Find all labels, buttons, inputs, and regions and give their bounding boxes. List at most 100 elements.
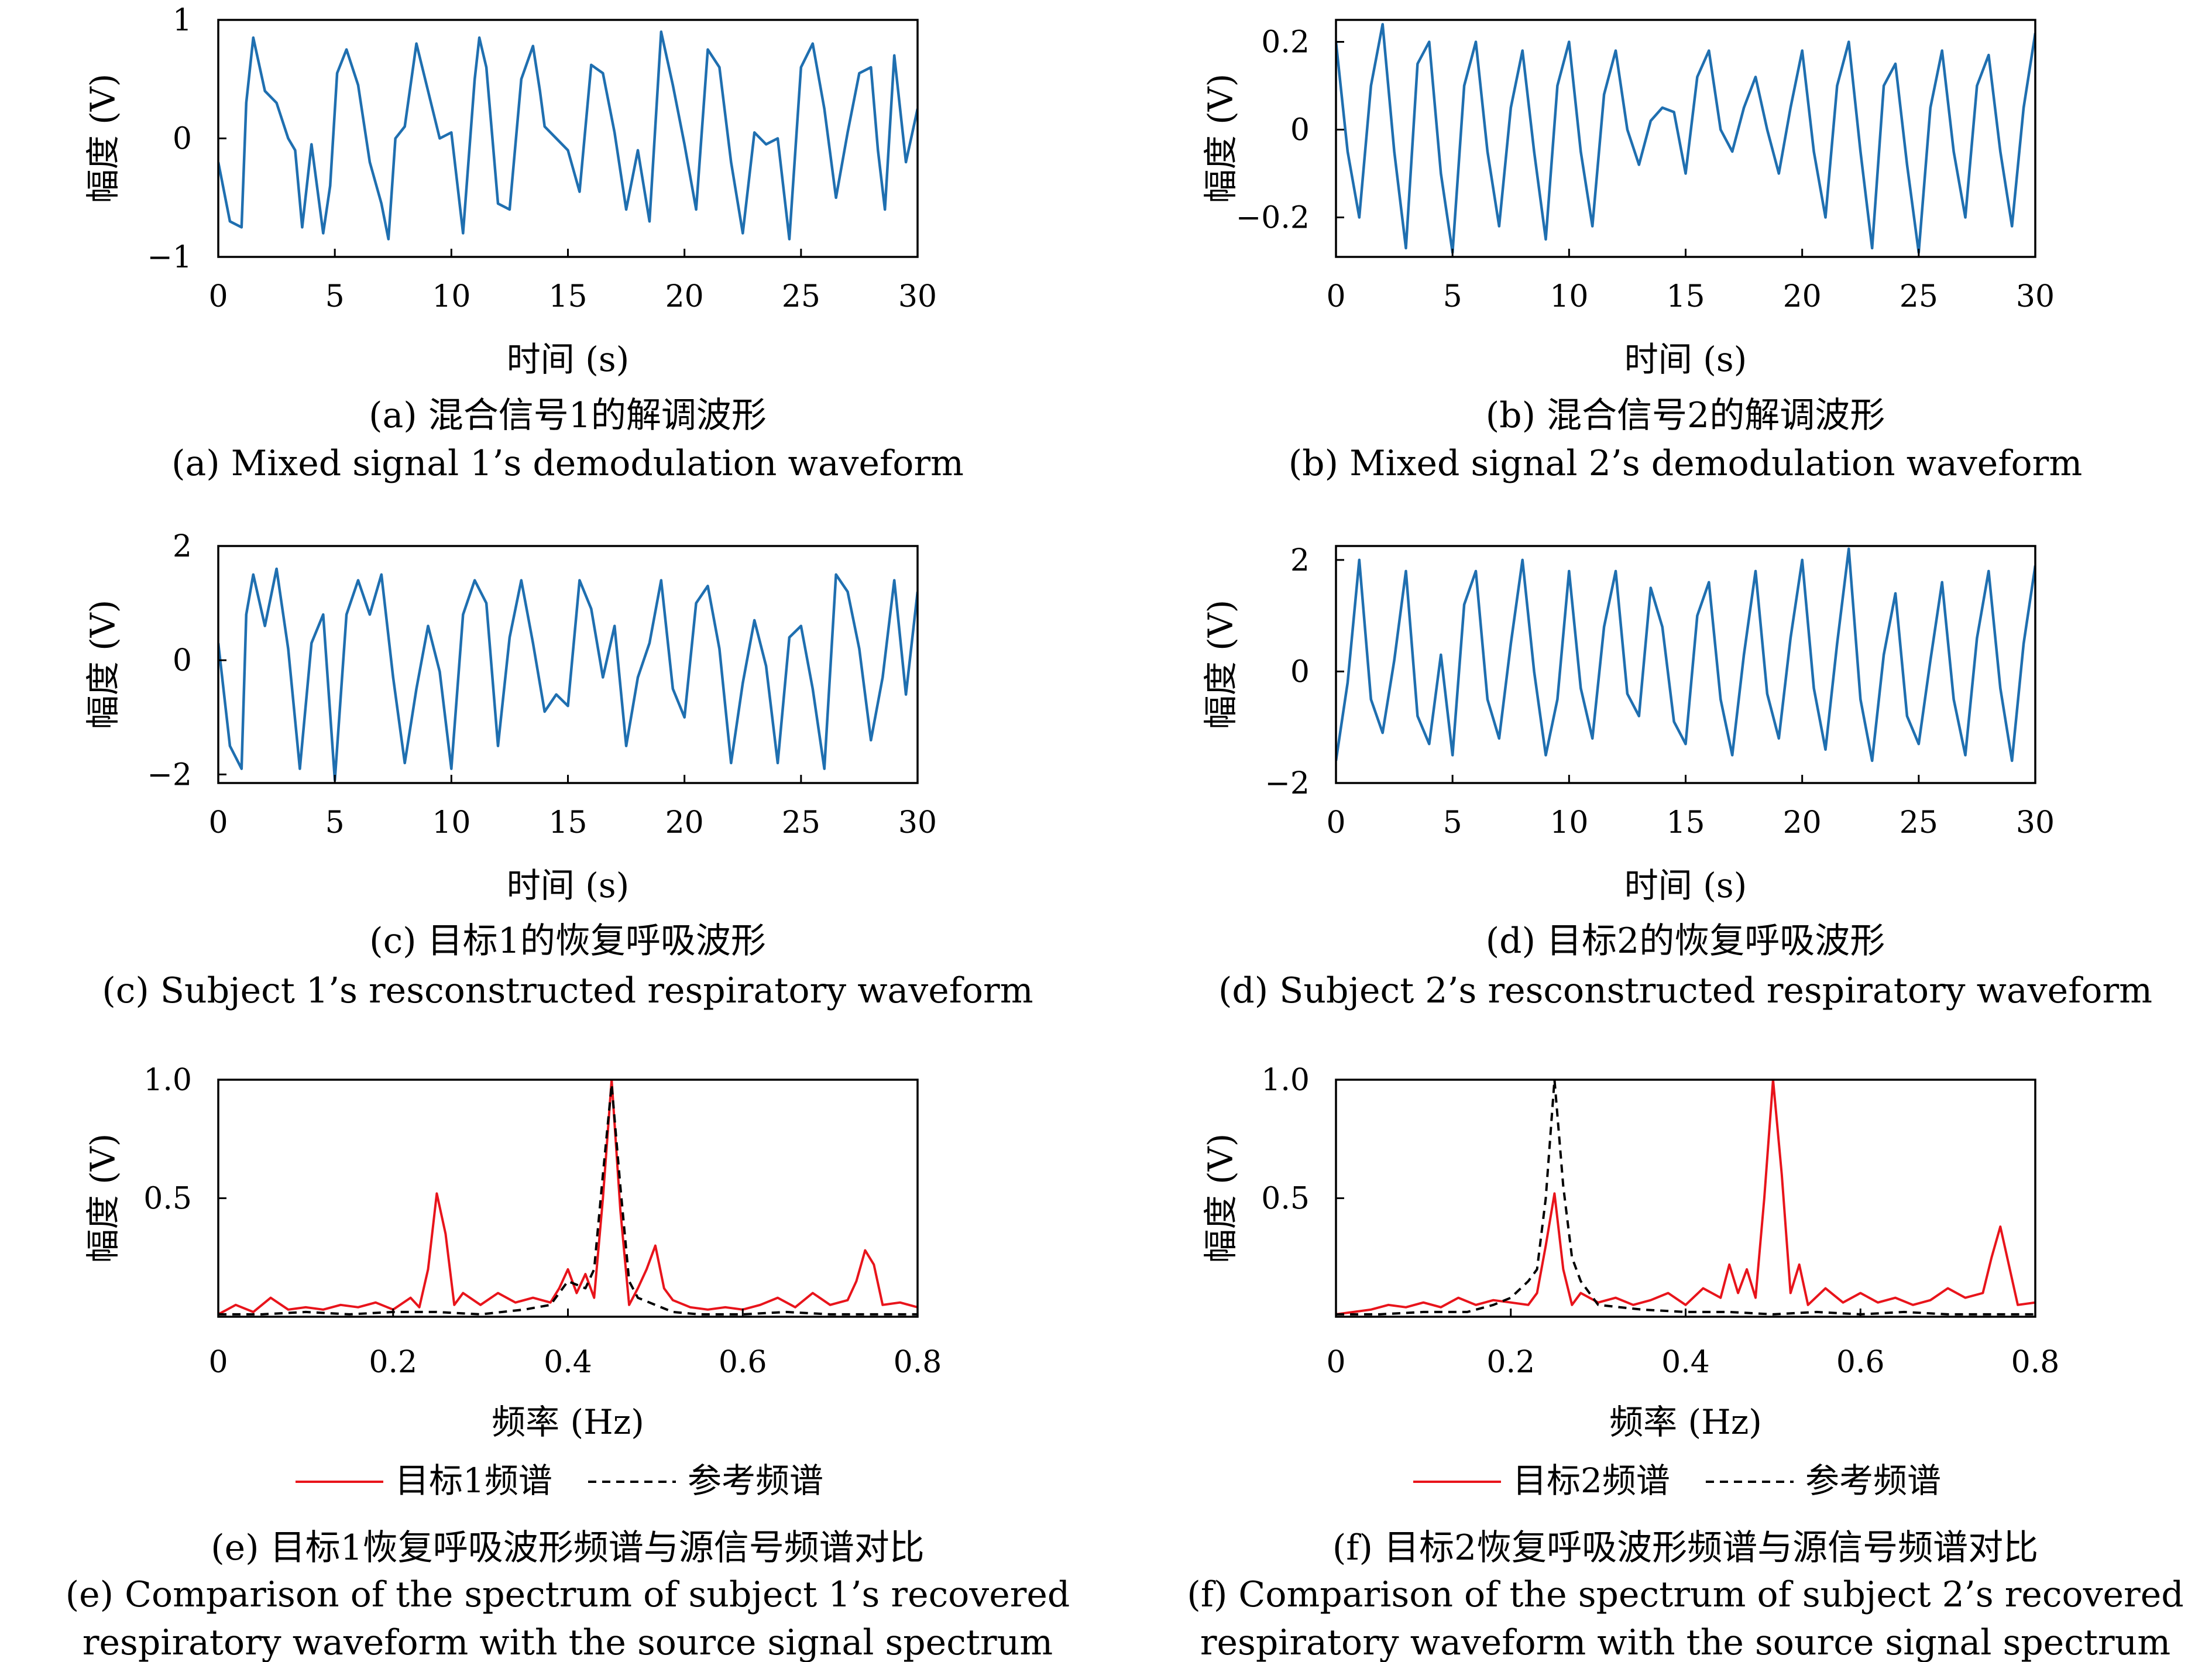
y-tick-label-b-2: 0.2 xyxy=(1261,25,1310,60)
y-axis-label-a: 幅度 (V) xyxy=(83,74,123,204)
x-tick-label-c-1: 5 xyxy=(325,805,345,840)
series-line-a-0 xyxy=(218,30,918,241)
caption-en-e-1: respiratory waveform with the source sig… xyxy=(83,1622,1053,1662)
plot-frame-a xyxy=(217,19,919,258)
x-tick-label-b-4: 20 xyxy=(1783,279,1822,314)
y-axis-label-b: 幅度 (V) xyxy=(1201,74,1241,204)
x-tick-label-b-1: 5 xyxy=(1443,279,1462,314)
x-tick-label-f-0: 0 xyxy=(1326,1345,1345,1380)
caption-en-c: (c) Subject 1’s resconstructed respirato… xyxy=(102,970,1033,1011)
series-line-d-0 xyxy=(1336,547,2035,763)
caption-en-d: (d) Subject 2’s resconstructed respirato… xyxy=(1218,970,2152,1011)
y-tick-label-f-1: 1.0 xyxy=(1261,1063,1310,1098)
y-tick-label-a-0: −1 xyxy=(147,240,192,275)
legend-label-e-0: 目标1频谱 xyxy=(395,1461,552,1500)
y-tick-label-c-1: 0 xyxy=(173,643,192,678)
y-tick-label-c-0: −2 xyxy=(147,757,192,792)
x-tick-label-c-6: 30 xyxy=(898,805,937,840)
caption-cn-d: (d) 目标2的恢复呼吸波形 xyxy=(1486,921,1885,962)
x-tick-label-a-4: 20 xyxy=(665,279,704,314)
x-tick-label-c-4: 20 xyxy=(665,805,704,840)
panel-e: 0 0.2 0.4 0.6 0.8 0.5 1.0 频率 (Hz) 幅度 (V) 目标1频谱 参考频… xyxy=(66,1063,1070,1662)
caption-cn-e: (e) 目标1恢复呼吸波形频谱与源信号频谱对比 xyxy=(211,1527,925,1568)
caption-en-e-0: (e) Comparison of the spectrum of subjec… xyxy=(66,1574,1070,1615)
x-tick-label-f-2: 0.4 xyxy=(1661,1345,1710,1380)
caption-en-b: (b) Mixed signal 2’s demodulation wavefo… xyxy=(1289,443,2082,484)
plot-frame-b xyxy=(1335,19,2036,258)
panel-c: 0 5 10 15 20 25 30 −2 0 2 时间 (s) 幅度 (V) (c) 目标1的恢复呼吸… xyxy=(83,529,1033,1011)
x-tick-label-f-1: 0.2 xyxy=(1486,1345,1535,1380)
x-tick-label-c-3: 15 xyxy=(548,805,587,840)
y-tick-label-d-1: 0 xyxy=(1290,654,1310,689)
caption-cn-c: (c) 目标1的恢复呼吸波形 xyxy=(369,921,766,962)
x-tick-label-f-3: 0.6 xyxy=(1836,1345,1885,1380)
x-tick-label-b-5: 25 xyxy=(1900,279,1938,314)
x-tick-label-e-3: 0.6 xyxy=(719,1345,767,1380)
series-line-e-0 xyxy=(218,1080,918,1316)
x-tick-label-a-6: 30 xyxy=(898,279,937,314)
x-axis-label-c: 时间 (s) xyxy=(507,866,629,905)
legend-label-f-1: 参考频谱 xyxy=(1805,1461,1941,1500)
y-tick-label-c-2: 2 xyxy=(173,529,192,564)
panel-a: 0 5 10 15 20 25 30 −1 0 1 时间 (s) 幅度 (V) (a) 混合信号1的解调… xyxy=(83,3,964,484)
x-tick-label-d-2: 10 xyxy=(1550,805,1588,840)
series-line-c-0 xyxy=(218,567,918,782)
x-tick-label-b-3: 15 xyxy=(1666,279,1705,314)
panel-d: 0 5 10 15 20 25 30 −2 0 2 时间 (s) 幅度 (V) (d) 目标2的恢复呼吸… xyxy=(1201,543,2152,1011)
x-tick-label-a-5: 25 xyxy=(782,279,820,314)
x-tick-label-b-6: 30 xyxy=(2016,279,2055,314)
x-tick-label-d-6: 30 xyxy=(2016,805,2055,840)
plot-frame-e xyxy=(217,1079,919,1318)
x-tick-label-d-1: 5 xyxy=(1443,805,1462,840)
x-tick-label-e-1: 0.2 xyxy=(369,1345,417,1380)
x-tick-label-a-2: 10 xyxy=(432,279,470,314)
panel-b: 0 5 10 15 20 25 30 −0.2 0 0.2 时间 (s) 幅度 (V) (b) 混合信号… xyxy=(1201,19,2082,484)
series-line-b-0 xyxy=(1336,23,2035,254)
series-line-f-0 xyxy=(1336,1080,2035,1316)
x-tick-label-b-0: 0 xyxy=(1326,279,1345,314)
y-tick-label-d-2: 2 xyxy=(1290,543,1310,578)
y-axis-label-d: 幅度 (V) xyxy=(1201,600,1241,730)
x-tick-label-d-5: 25 xyxy=(1900,805,1938,840)
x-axis-label-d: 时间 (s) xyxy=(1624,866,1747,905)
x-axis-label-f: 频率 (Hz) xyxy=(1609,1402,1762,1442)
x-tick-label-c-0: 0 xyxy=(208,805,228,840)
y-tick-label-a-1: 0 xyxy=(173,122,192,157)
x-tick-label-c-5: 25 xyxy=(782,805,820,840)
y-tick-label-d-0: −2 xyxy=(1265,766,1310,801)
panel-f: 0 0.2 0.4 0.6 0.8 0.5 1.0 频率 (Hz) 幅度 (V) 目标2频谱 参考频… xyxy=(1187,1063,2183,1662)
y-tick-label-e-0: 0.5 xyxy=(143,1182,192,1217)
x-tick-label-d-0: 0 xyxy=(1326,805,1345,840)
y-tick-label-e-1: 1.0 xyxy=(143,1063,192,1098)
x-tick-label-a-1: 5 xyxy=(325,279,345,314)
caption-cn-b: (b) 混合信号2的解调波形 xyxy=(1486,395,1885,436)
plot-frame-f xyxy=(1335,1079,2036,1318)
y-tick-label-b-1: 0 xyxy=(1290,113,1310,148)
y-axis-label-c: 幅度 (V) xyxy=(83,600,123,730)
x-tick-label-a-3: 15 xyxy=(548,279,587,314)
x-tick-label-e-2: 0.4 xyxy=(544,1345,592,1380)
x-tick-label-d-3: 15 xyxy=(1666,805,1705,840)
caption-en-f-0: (f) Comparison of the spectrum of subjec… xyxy=(1187,1574,2183,1615)
series-line-f-1 xyxy=(1336,1080,2035,1316)
x-axis-label-e: 频率 (Hz) xyxy=(492,1402,644,1442)
x-tick-label-d-4: 20 xyxy=(1783,805,1822,840)
legend-label-f-0: 目标2频谱 xyxy=(1513,1461,1670,1500)
caption-cn-f: (f) 目标2恢复呼吸波形频谱与源信号频谱对比 xyxy=(1332,1527,2038,1568)
x-tick-label-a-0: 0 xyxy=(208,279,228,314)
x-axis-label-a: 时间 (s) xyxy=(507,339,629,379)
y-tick-label-f-0: 0.5 xyxy=(1261,1182,1310,1217)
x-tick-label-c-2: 10 xyxy=(432,805,470,840)
x-tick-label-e-4: 0.8 xyxy=(894,1345,942,1380)
x-tick-label-f-4: 0.8 xyxy=(2011,1345,2060,1380)
x-axis-label-b: 时间 (s) xyxy=(1624,339,1747,379)
legend-label-e-1: 参考频谱 xyxy=(688,1461,823,1500)
y-axis-label-f: 幅度 (V) xyxy=(1201,1134,1241,1263)
y-axis-label-e: 幅度 (V) xyxy=(83,1134,123,1263)
caption-en-f-1: respiratory waveform with the source sig… xyxy=(1200,1622,2170,1662)
caption-cn-a: (a) 混合信号1的解调波形 xyxy=(369,395,767,436)
x-tick-label-e-0: 0 xyxy=(208,1345,228,1380)
x-tick-label-b-2: 10 xyxy=(1550,279,1588,314)
caption-en-a: (a) Mixed signal 1’s demodulation wavefo… xyxy=(171,443,964,484)
